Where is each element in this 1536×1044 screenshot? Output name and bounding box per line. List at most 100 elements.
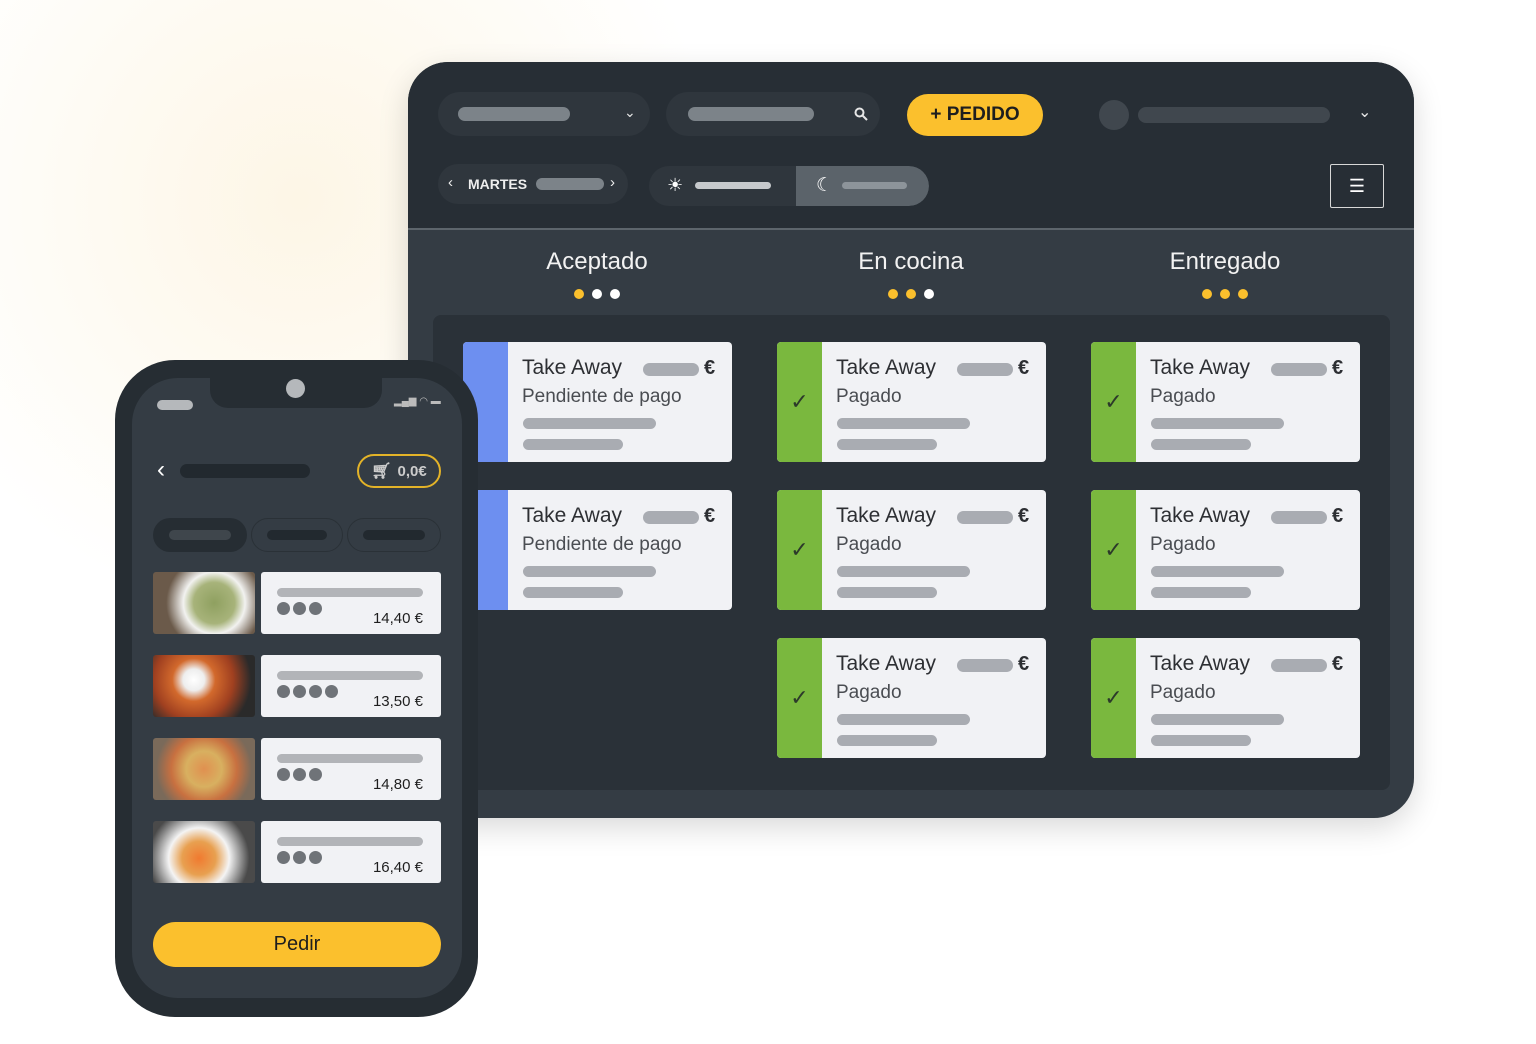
order-card[interactable]: ◷ Take Away € Pendiente de pago — [463, 490, 732, 610]
rating-dot — [293, 851, 306, 864]
menu-item-card: 13,50 € — [261, 655, 441, 717]
check-icon: ✓ — [790, 389, 809, 414]
category-tab-2[interactable] — [251, 518, 343, 552]
status-stripe: ✓ — [1091, 638, 1136, 758]
phone-app: ▂▄▆ ◠ ▬ ‹ 🛒︎ 0,0€ 14,40 € 13,50 € 14,80 €… — [115, 360, 478, 1017]
order-card[interactable]: ✓ Take Away € Pagado — [1091, 490, 1360, 610]
date-placeholder — [536, 178, 604, 190]
tablet-dashboard: ⌄ + PEDIDO ⌄ ‹ MARTES › ☀ ☾ ☰ ◷ Take Awa… — [408, 62, 1414, 818]
search-icon — [854, 107, 868, 121]
rating-dot — [293, 768, 306, 781]
title-placeholder — [180, 464, 310, 478]
status-stripe: ✓ — [1091, 342, 1136, 462]
detail-placeholder — [1151, 439, 1251, 450]
chevron-right-icon[interactable]: › — [610, 174, 615, 191]
light-label-placeholder — [695, 182, 771, 189]
orders-board: ◷ Take Away € Pendiente de pago ◷ Take A… — [433, 315, 1390, 790]
amount-placeholder — [1271, 659, 1327, 672]
rating-dot — [277, 602, 290, 615]
food-image — [153, 738, 255, 800]
status-stripe: ✓ — [1091, 490, 1136, 610]
menu-item[interactable]: 13,50 € — [153, 655, 441, 717]
search-input[interactable] — [666, 92, 880, 136]
location-dropdown[interactable]: ⌄ — [438, 92, 650, 136]
detail-placeholder — [1151, 418, 1284, 429]
order-button-label: Pedir — [273, 933, 321, 955]
order-button[interactable]: Pedir — [153, 922, 441, 967]
amount-placeholder — [1271, 511, 1327, 524]
category-tab-3[interactable] — [347, 518, 441, 552]
rating-dots — [277, 851, 322, 864]
check-icon: ✓ — [790, 685, 809, 710]
order-card[interactable]: ✓ Take Away € Pagado — [1091, 342, 1360, 462]
menu-item-card: 14,40 € — [261, 572, 441, 634]
user-name-placeholder — [1138, 107, 1330, 123]
cart-total: 0,0€ — [397, 462, 427, 480]
chevron-left-icon[interactable]: ‹ — [448, 174, 453, 191]
payment-status: Pagado — [1150, 682, 1216, 703]
back-icon[interactable]: ‹ — [157, 456, 165, 483]
progress-dot — [924, 289, 934, 299]
sun-icon[interactable]: ☀ — [667, 175, 684, 195]
dark-mode-option[interactable]: ☾ — [796, 166, 929, 206]
list-view-button[interactable]: ☰ — [1330, 164, 1384, 208]
detail-placeholder — [837, 566, 970, 577]
menu-item-card: 14,80 € — [261, 738, 441, 800]
food-image — [153, 821, 255, 883]
signal-wifi-battery-icon: ▂▄▆ ◠ ▬ — [394, 396, 441, 407]
order-card[interactable]: ✓ Take Away € Pagado — [777, 490, 1046, 610]
status-stripe: ✓ — [777, 638, 822, 758]
currency: € — [704, 505, 716, 527]
order-card[interactable]: ◷ Take Away € Pendiente de pago — [463, 342, 732, 462]
amount-placeholder — [957, 511, 1013, 524]
detail-placeholder — [837, 418, 970, 429]
progress-dot — [610, 289, 620, 299]
column-title: En cocina — [858, 248, 964, 275]
item-price: 13,50 € — [372, 693, 423, 710]
detail-placeholder — [523, 587, 623, 598]
rating-dot — [309, 685, 322, 698]
rating-dot — [277, 851, 290, 864]
cart-button[interactable]: 🛒︎ 0,0€ — [357, 454, 441, 488]
category-tab-1[interactable] — [153, 518, 247, 552]
menu-item[interactable]: 14,80 € — [153, 738, 441, 800]
detail-placeholder — [837, 714, 970, 725]
theme-toggle[interactable]: ☀ ☾ — [649, 166, 929, 206]
menu-item[interactable]: 14,40 € — [153, 572, 441, 634]
camera — [286, 379, 305, 398]
order-card[interactable]: ✓ Take Away € Pagado — [777, 342, 1046, 462]
detail-placeholder — [523, 566, 656, 577]
rating-dots — [277, 685, 338, 698]
payment-status: Pagado — [1150, 386, 1216, 407]
chevron-down-icon[interactable]: ⌄ — [1358, 104, 1372, 121]
rating-dot — [293, 602, 306, 615]
currency: € — [1332, 505, 1344, 527]
new-order-button[interactable]: + PEDIDO — [907, 94, 1043, 136]
food-image — [153, 572, 255, 634]
item-name-placeholder — [277, 588, 423, 597]
item-name-placeholder — [277, 837, 423, 846]
column-progress-dots — [761, 289, 1061, 299]
cart-icon: 🛒︎ — [371, 463, 392, 480]
progress-dot — [1238, 289, 1248, 299]
order-card[interactable]: ✓ Take Away € Pagado — [777, 638, 1046, 758]
detail-placeholder — [837, 735, 937, 746]
detail-placeholder — [837, 439, 937, 450]
currency: € — [1332, 357, 1344, 379]
order-type: Take Away — [836, 504, 937, 527]
payment-status: Pagado — [1150, 534, 1216, 555]
menu-item[interactable]: 16,40 € — [153, 821, 441, 883]
column-title: Aceptado — [546, 248, 648, 275]
moon-icon: ☾ — [816, 175, 834, 196]
order-type: Take Away — [1150, 652, 1251, 675]
check-icon: ✓ — [1104, 537, 1123, 562]
check-icon: ✓ — [1104, 685, 1123, 710]
status-stripe: ✓ — [777, 342, 822, 462]
payment-status: Pendiente de pago — [522, 386, 682, 407]
currency: € — [1018, 653, 1030, 675]
day-selector[interactable]: ‹ MARTES › — [438, 164, 628, 204]
avatar[interactable] — [1099, 100, 1129, 130]
order-card[interactable]: ✓ Take Away € Pagado — [1091, 638, 1360, 758]
menu-item-card: 16,40 € — [261, 821, 441, 883]
progress-dot — [1202, 289, 1212, 299]
